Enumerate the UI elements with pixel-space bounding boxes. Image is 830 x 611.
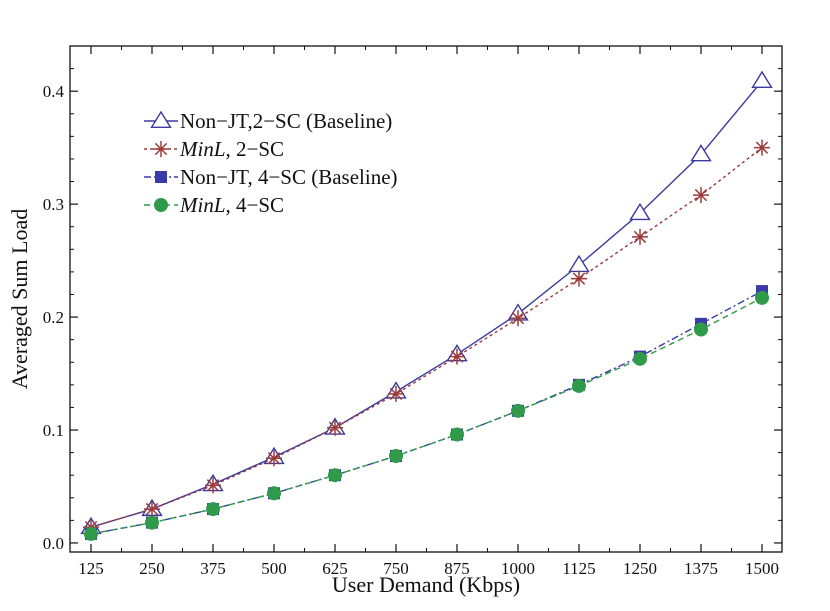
legend-label: Non−JT,2−SC (Baseline): [180, 109, 392, 133]
asterisk-stroke: [572, 272, 586, 285]
data-point: [572, 378, 586, 393]
series-line: [90, 297, 763, 535]
data-point: [206, 502, 220, 517]
data-point: [266, 450, 282, 467]
legend-entry-2: MinL, 2−SC: [144, 137, 284, 161]
data-point: [144, 501, 160, 518]
legend-label-italic: MinL: [179, 137, 226, 161]
data-point: [629, 202, 651, 221]
data-point: [205, 477, 221, 494]
y-tick-label: 0.0: [43, 534, 64, 553]
x-axis-title: User Demand (Kbps): [332, 572, 520, 597]
x-tick-label: 500: [261, 559, 287, 578]
x-tick-label: 375: [200, 559, 226, 578]
asterisk-stroke: [328, 421, 342, 434]
data-point: [267, 486, 281, 501]
asterisk-stroke: [511, 312, 525, 325]
data-point: [633, 351, 647, 366]
legend-label: Non−JT, 4−SC (Baseline): [180, 165, 398, 189]
asterisk-stroke: [154, 142, 168, 156]
x-tick-label: 125: [78, 559, 104, 578]
data-point: [450, 427, 464, 442]
legend-label-part: , 2−SC: [226, 137, 285, 161]
asterisk-stroke: [450, 350, 464, 363]
data-point: [690, 144, 712, 162]
data-point: [694, 322, 708, 337]
legend-entry-4: MinL, 4−SC: [144, 193, 284, 217]
data-point: [145, 515, 159, 530]
data-point: [755, 290, 769, 305]
y-axis: 0.0 0.1 0.2 0.3 0.4: [43, 68, 782, 553]
y-axis-title: Averaged Sum Load: [7, 209, 32, 389]
data-point: [510, 310, 526, 327]
asterisk-stroke: [389, 387, 403, 401]
data-point: [388, 385, 404, 402]
x-tick-label: 1125: [562, 559, 595, 578]
asterisk-stroke: [694, 188, 708, 202]
series-line: [90, 147, 763, 528]
plot-frame: [69, 45, 783, 553]
data-point: [84, 526, 98, 541]
series-3: [85, 285, 768, 540]
data-point: [632, 228, 648, 245]
x-axis: 125 250 375 500 625 750 875 1000 1125 1250 1375 150…: [78, 46, 779, 578]
x-tick-label: 875: [444, 559, 470, 578]
asterisk-stroke: [206, 479, 220, 492]
legend-marker: [154, 198, 168, 212]
legend-entry-1: Non−JT,2−SC (Baseline): [144, 109, 392, 133]
x-tick-label: 1250: [623, 559, 657, 578]
legend-label: MinL, 4−SC: [179, 193, 284, 217]
data-point: [693, 187, 709, 204]
series-4: [84, 290, 769, 541]
asterisk-stroke: [145, 502, 159, 516]
legend-marker: [150, 110, 172, 129]
y-tick-label: 0.2: [43, 308, 64, 327]
x-tick-label: 1000: [501, 559, 535, 578]
legend-label-part: Non−JT,2−SC (Baseline): [180, 109, 392, 133]
data-point: [568, 254, 590, 273]
y-tick-label: 0.1: [43, 421, 64, 440]
x-tick-label: 1375: [684, 559, 718, 578]
legend-marker: [155, 171, 167, 183]
data-point: [327, 419, 343, 436]
data-point: [751, 70, 773, 89]
legend-label-part: Non−JT, 4−SC (Baseline): [180, 165, 398, 189]
x-tick-label: 1500: [745, 559, 779, 578]
legend-marker: [153, 141, 169, 157]
y-tick-label: 0.4: [43, 82, 65, 101]
asterisk-stroke: [633, 230, 647, 244]
x-tick-label: 750: [383, 559, 409, 578]
data-point: [754, 139, 770, 156]
asterisk-stroke: [267, 452, 281, 465]
data-point: [389, 448, 403, 463]
legend-label-part: , 4−SC: [226, 193, 285, 217]
legend: Non−JT,2−SC (Baseline)MinL, 2−SCNon−JT, …: [144, 109, 398, 217]
data-point: [328, 468, 342, 483]
data-point: [571, 270, 587, 287]
data-point: [449, 348, 465, 365]
series-line: [90, 80, 763, 528]
y-tick-label: 0.3: [43, 195, 64, 214]
series-layer: [80, 70, 773, 541]
data-point: [511, 403, 525, 418]
x-tick-label: 250: [139, 559, 165, 578]
series-line: [90, 290, 763, 535]
legend-label: MinL, 2−SC: [179, 137, 284, 161]
legend-label-italic: MinL: [179, 193, 226, 217]
legend-entry-3: Non−JT, 4−SC (Baseline): [144, 165, 398, 189]
x-tick-label: 625: [322, 559, 348, 578]
asterisk-stroke: [755, 141, 769, 154]
